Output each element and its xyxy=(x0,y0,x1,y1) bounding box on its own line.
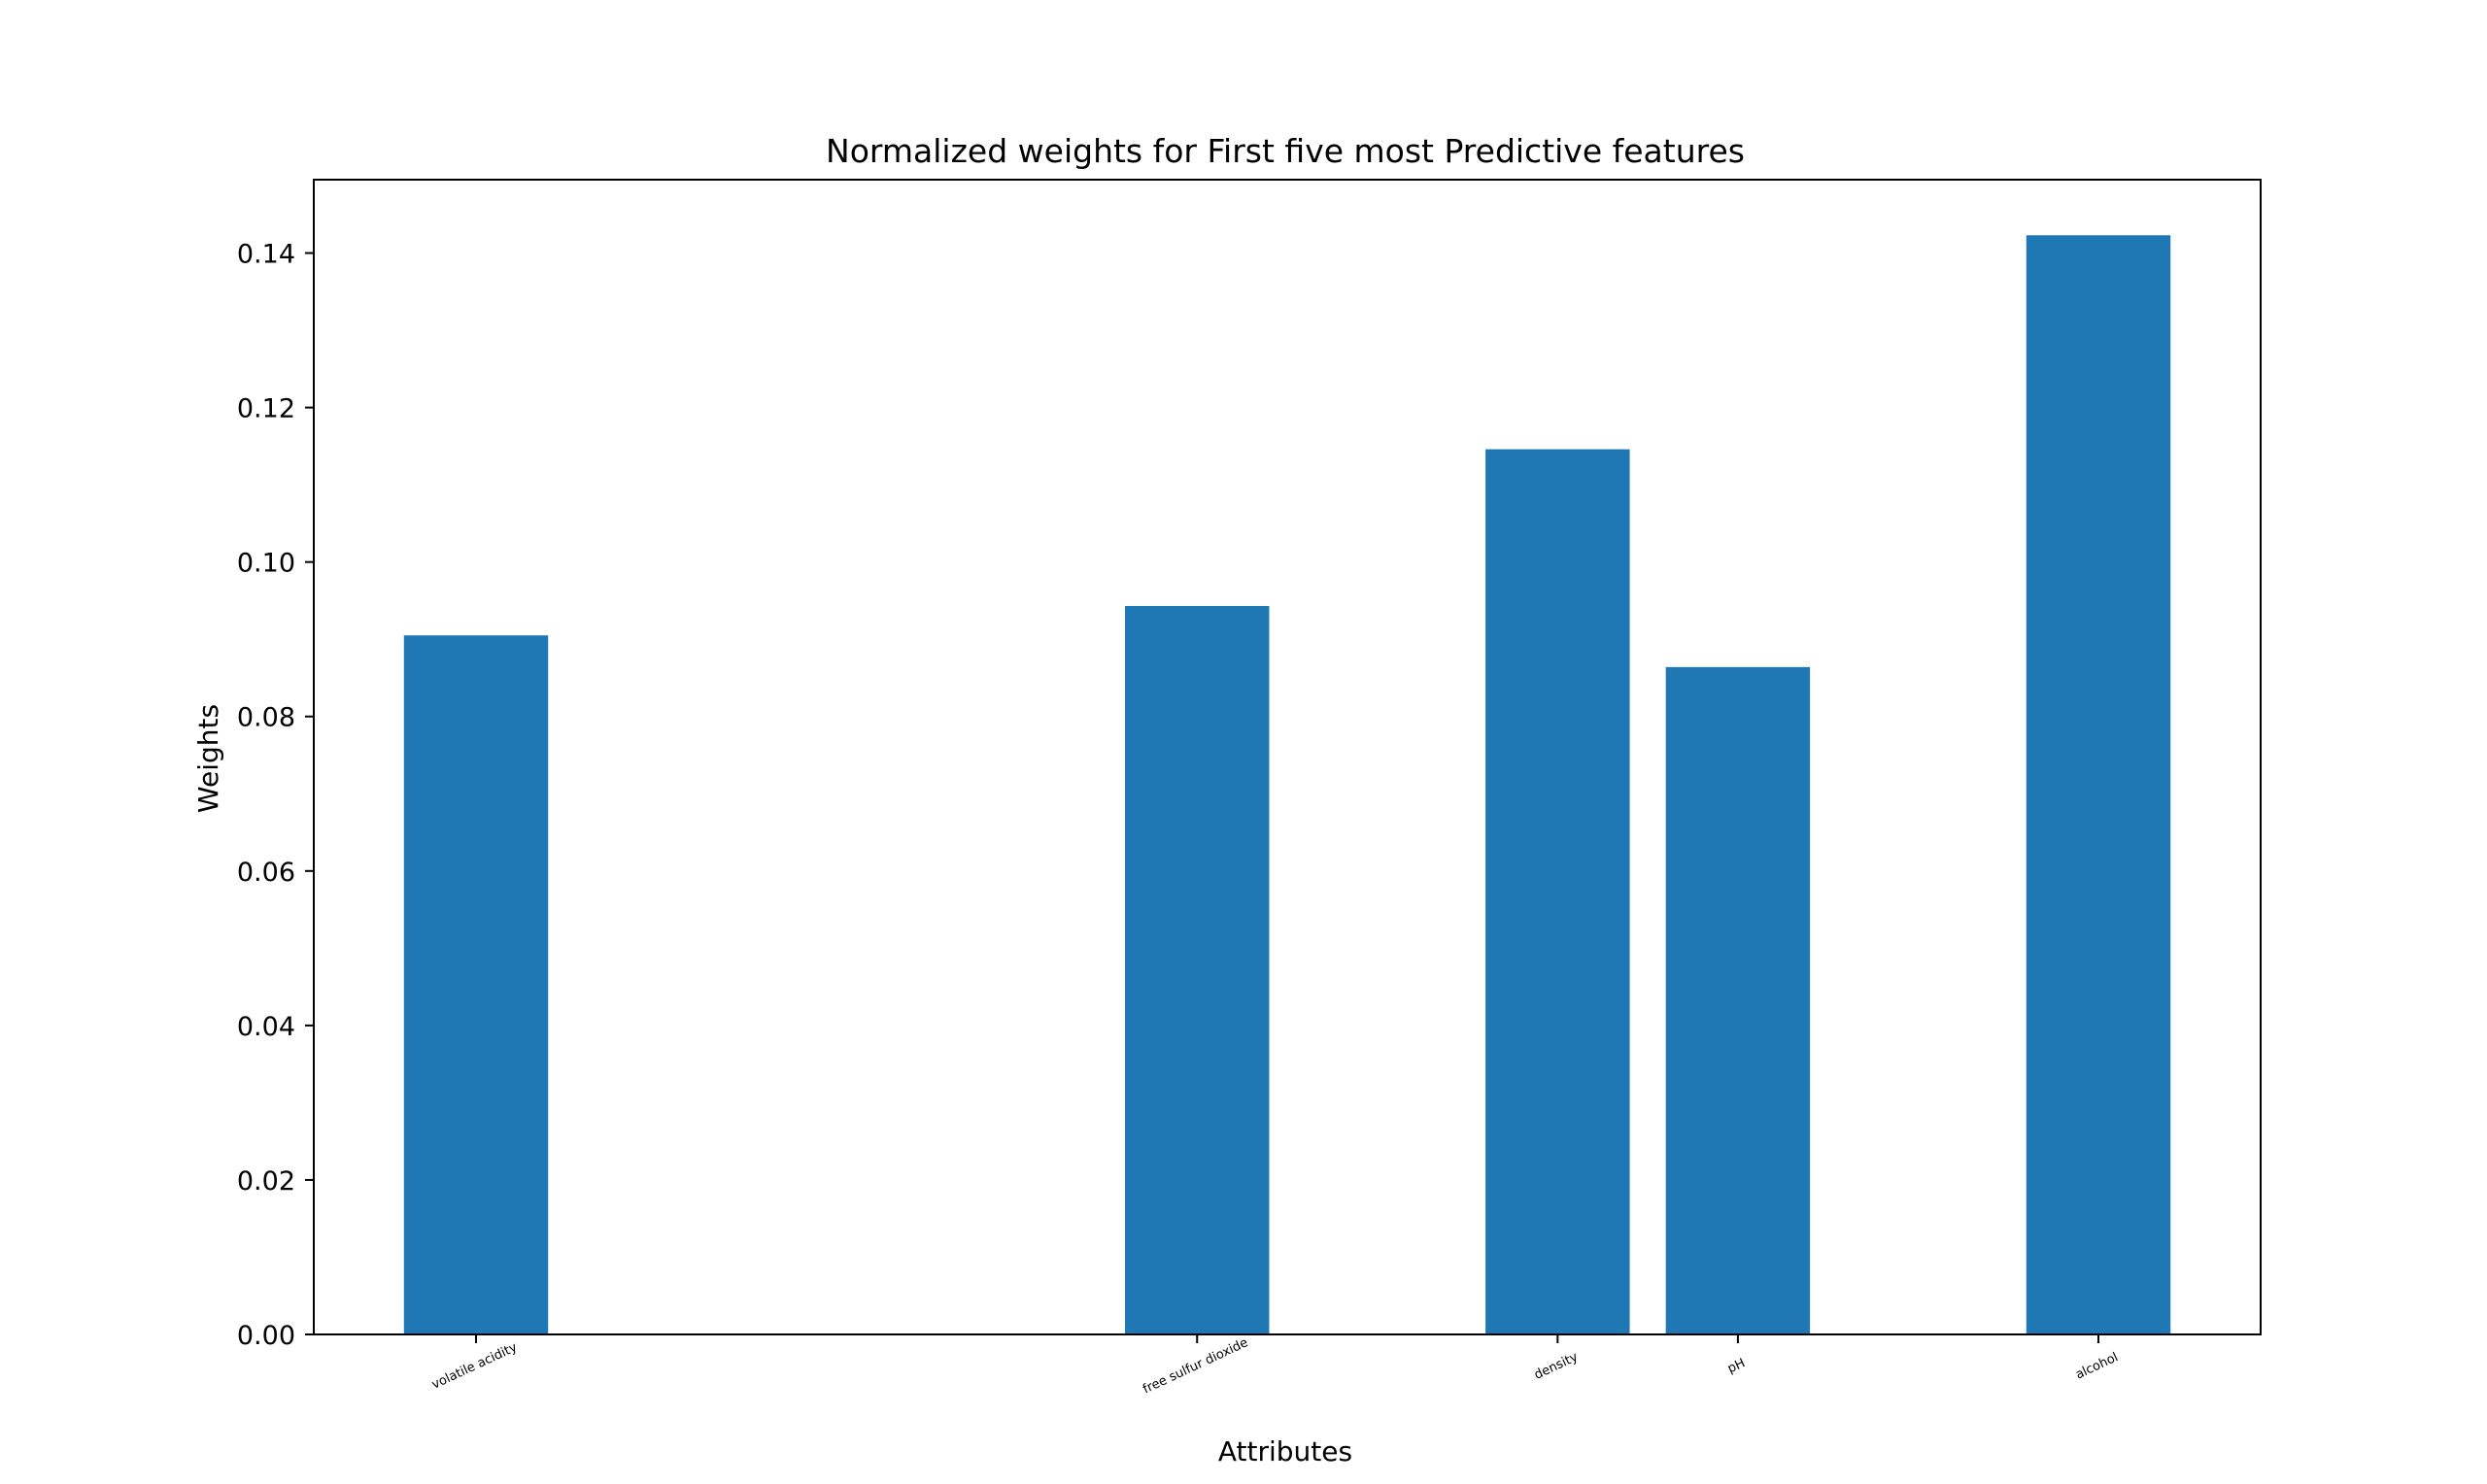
plot-frame xyxy=(313,179,2262,1335)
bar-alcohol xyxy=(2026,235,2171,1334)
y-tick-label: 0.14 xyxy=(237,240,295,270)
y-tick-label: 0.02 xyxy=(237,1166,295,1197)
x-axis-title: Attributes xyxy=(1218,1435,1352,1467)
y-tick-label: 0.10 xyxy=(237,549,295,579)
y-tick-label: 0.08 xyxy=(237,703,295,733)
y-axis-title: Weights xyxy=(192,704,224,813)
chart-title: Normalized weights for First five most P… xyxy=(826,132,1745,170)
bar-density xyxy=(1485,449,1630,1334)
y-axis: 0.00 0.02 0.04 0.06 0.08 0.10 0.12 0.14 xyxy=(237,240,314,1351)
bar-volatile-acidity xyxy=(403,635,549,1334)
y-tick-label: 0.00 xyxy=(237,1321,295,1351)
bars-group xyxy=(403,235,2171,1334)
y-tick-label: 0.12 xyxy=(237,394,295,424)
x-tick-label: pH xyxy=(1725,1356,1748,1376)
bar-ph xyxy=(1665,666,1811,1334)
y-tick-label: 0.04 xyxy=(237,1012,295,1042)
bar-free-sulfur-dioxide xyxy=(1125,606,1270,1334)
y-tick-label: 0.06 xyxy=(237,858,295,888)
